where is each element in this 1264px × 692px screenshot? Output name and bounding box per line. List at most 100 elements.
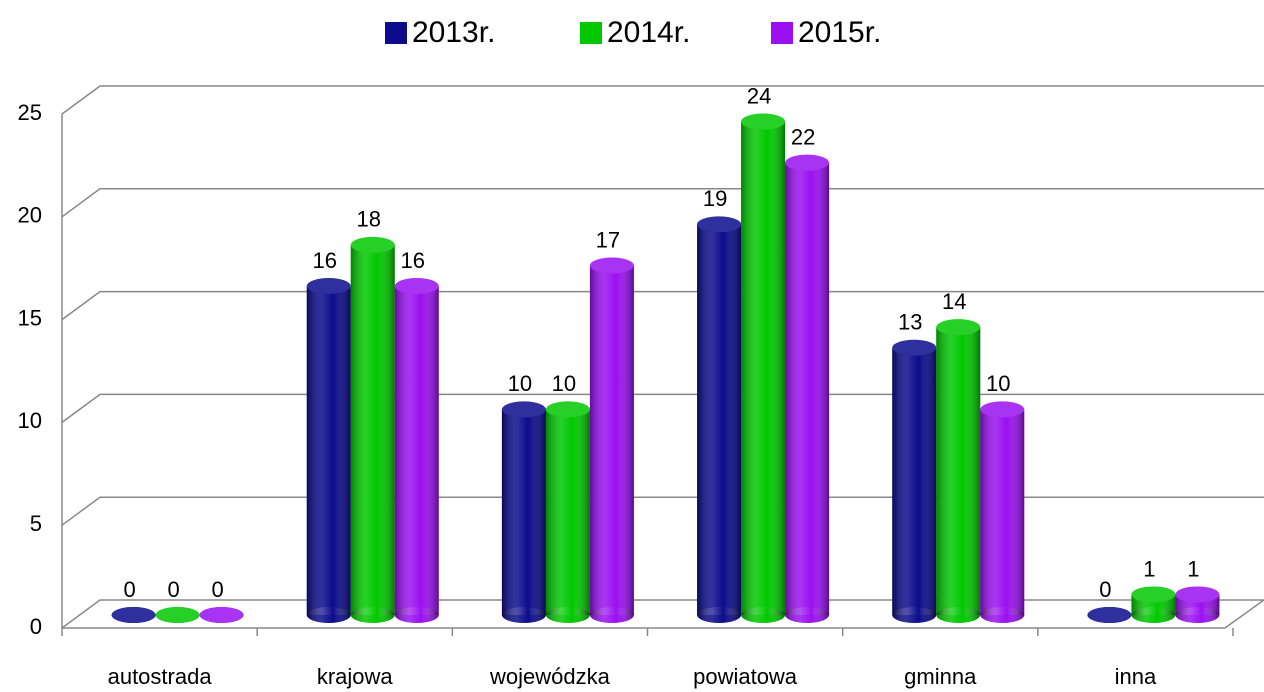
cylinder — [589, 257, 634, 623]
data-label: 0 — [1099, 577, 1111, 602]
cylinder-bottom-shade — [501, 607, 546, 623]
cylinder — [350, 236, 395, 623]
cylinder-top-light — [697, 216, 742, 233]
data-label: 10 — [508, 371, 532, 396]
legend-swatch — [385, 22, 407, 44]
cylinder-top — [980, 401, 1025, 418]
cylinder-top-light — [350, 236, 395, 253]
bar-shade — [697, 224, 742, 616]
legend: 2013r. 2014r. 2015r. — [385, 16, 881, 49]
legend-label: 2014r. — [607, 16, 690, 49]
legend-swatch — [771, 22, 793, 44]
data-label: 1 — [1187, 556, 1199, 581]
bar-shade — [589, 265, 634, 615]
cylinder-top — [306, 278, 351, 295]
x-tick-label: wojewódzka — [489, 664, 611, 689]
bar-shade — [785, 162, 830, 615]
bar-shade — [892, 347, 937, 615]
data-label: 10 — [986, 371, 1010, 396]
cylinder-bottom-shade — [306, 607, 351, 623]
data-label: 24 — [747, 83, 771, 108]
cylinder-top-light — [892, 339, 937, 356]
bar-shade — [545, 409, 590, 615]
cylinder — [741, 113, 786, 623]
legend-label: 2015r. — [798, 16, 881, 49]
y-tick-label: 20 — [18, 203, 42, 228]
cylinder — [501, 401, 546, 623]
cylinder-top — [350, 236, 395, 253]
cylinder — [199, 607, 244, 623]
y-tick-label: 25 — [18, 100, 42, 125]
cylinder-top-light — [1087, 607, 1132, 623]
data-label: 16 — [401, 248, 425, 273]
cylinder-top-light — [980, 401, 1025, 418]
cylinder — [980, 401, 1025, 623]
data-label: 0 — [167, 577, 179, 602]
cylinder-top-light — [394, 278, 439, 295]
cylinder-top-light — [199, 607, 244, 623]
cylinder-top — [501, 401, 546, 418]
cylinder — [306, 278, 351, 623]
cylinder-top — [199, 607, 244, 623]
cylinder-top — [1175, 586, 1220, 603]
grid-line — [61, 188, 1264, 218]
cylinder-bottom-shade — [741, 607, 786, 623]
cylinder-top — [545, 401, 590, 418]
data-label: 1 — [1143, 556, 1155, 581]
bar-shade — [350, 244, 395, 616]
cylinder-top — [785, 154, 830, 171]
grid-line — [61, 290, 1264, 321]
cylinder-bottom-shade — [1175, 607, 1220, 623]
cylinder-top-light — [306, 278, 351, 295]
cylinder — [394, 278, 439, 623]
y-tick-label: 10 — [18, 408, 42, 433]
y-tick-label: 5 — [30, 511, 42, 536]
legend-swatch — [580, 22, 602, 44]
cylinder-top-light — [589, 257, 634, 274]
cylinder-bottom-shade — [545, 607, 590, 623]
cylinder-top — [697, 216, 742, 233]
cylinder — [545, 401, 590, 623]
cylinder — [785, 154, 830, 623]
bar-shade — [980, 409, 1025, 615]
y-tick-label: 15 — [18, 305, 42, 330]
cylinder-bottom-shade — [936, 607, 981, 623]
cylinder-bottom-shade — [980, 607, 1025, 623]
cylinder-bottom-shade — [1131, 607, 1176, 623]
cylinder — [155, 607, 200, 623]
x-tick-label: powiatowa — [693, 664, 798, 689]
cylinder — [892, 339, 937, 623]
data-label: 22 — [791, 124, 815, 149]
cylinder-top-light — [111, 607, 156, 623]
x-tick-label: gminna — [904, 664, 977, 689]
cylinder-top — [892, 339, 937, 356]
bar-shade — [936, 327, 981, 615]
x-tick-label: krajowa — [317, 664, 394, 689]
grid-line — [61, 85, 1264, 115]
cylinder — [1087, 607, 1132, 623]
data-label: 10 — [552, 371, 576, 396]
cylinder-top-light — [545, 401, 590, 418]
cylinder-top-light — [936, 319, 981, 336]
cylinder-bottom-shade — [697, 607, 742, 623]
bar-shade — [306, 286, 351, 615]
cylinder-top — [1131, 586, 1176, 603]
y-tick-label: 0 — [30, 614, 42, 639]
floor-back — [61, 599, 1264, 629]
cylinder-bottom-shade — [785, 607, 830, 623]
cylinder-bottom-shade — [350, 607, 395, 623]
data-label: 17 — [596, 227, 620, 252]
bar-shade — [501, 409, 546, 615]
cylinder — [936, 319, 981, 623]
cylinder-top — [741, 113, 786, 130]
data-label: 16 — [313, 248, 337, 273]
cylinder-bottom-shade — [892, 607, 937, 623]
cylinder — [1175, 586, 1220, 623]
cylinder — [1131, 586, 1176, 623]
grid-line — [61, 393, 1264, 424]
grid-line — [62, 599, 1264, 629]
grid-line — [61, 496, 1264, 526]
cylinder-top — [589, 257, 634, 274]
bar-shade — [394, 286, 439, 615]
